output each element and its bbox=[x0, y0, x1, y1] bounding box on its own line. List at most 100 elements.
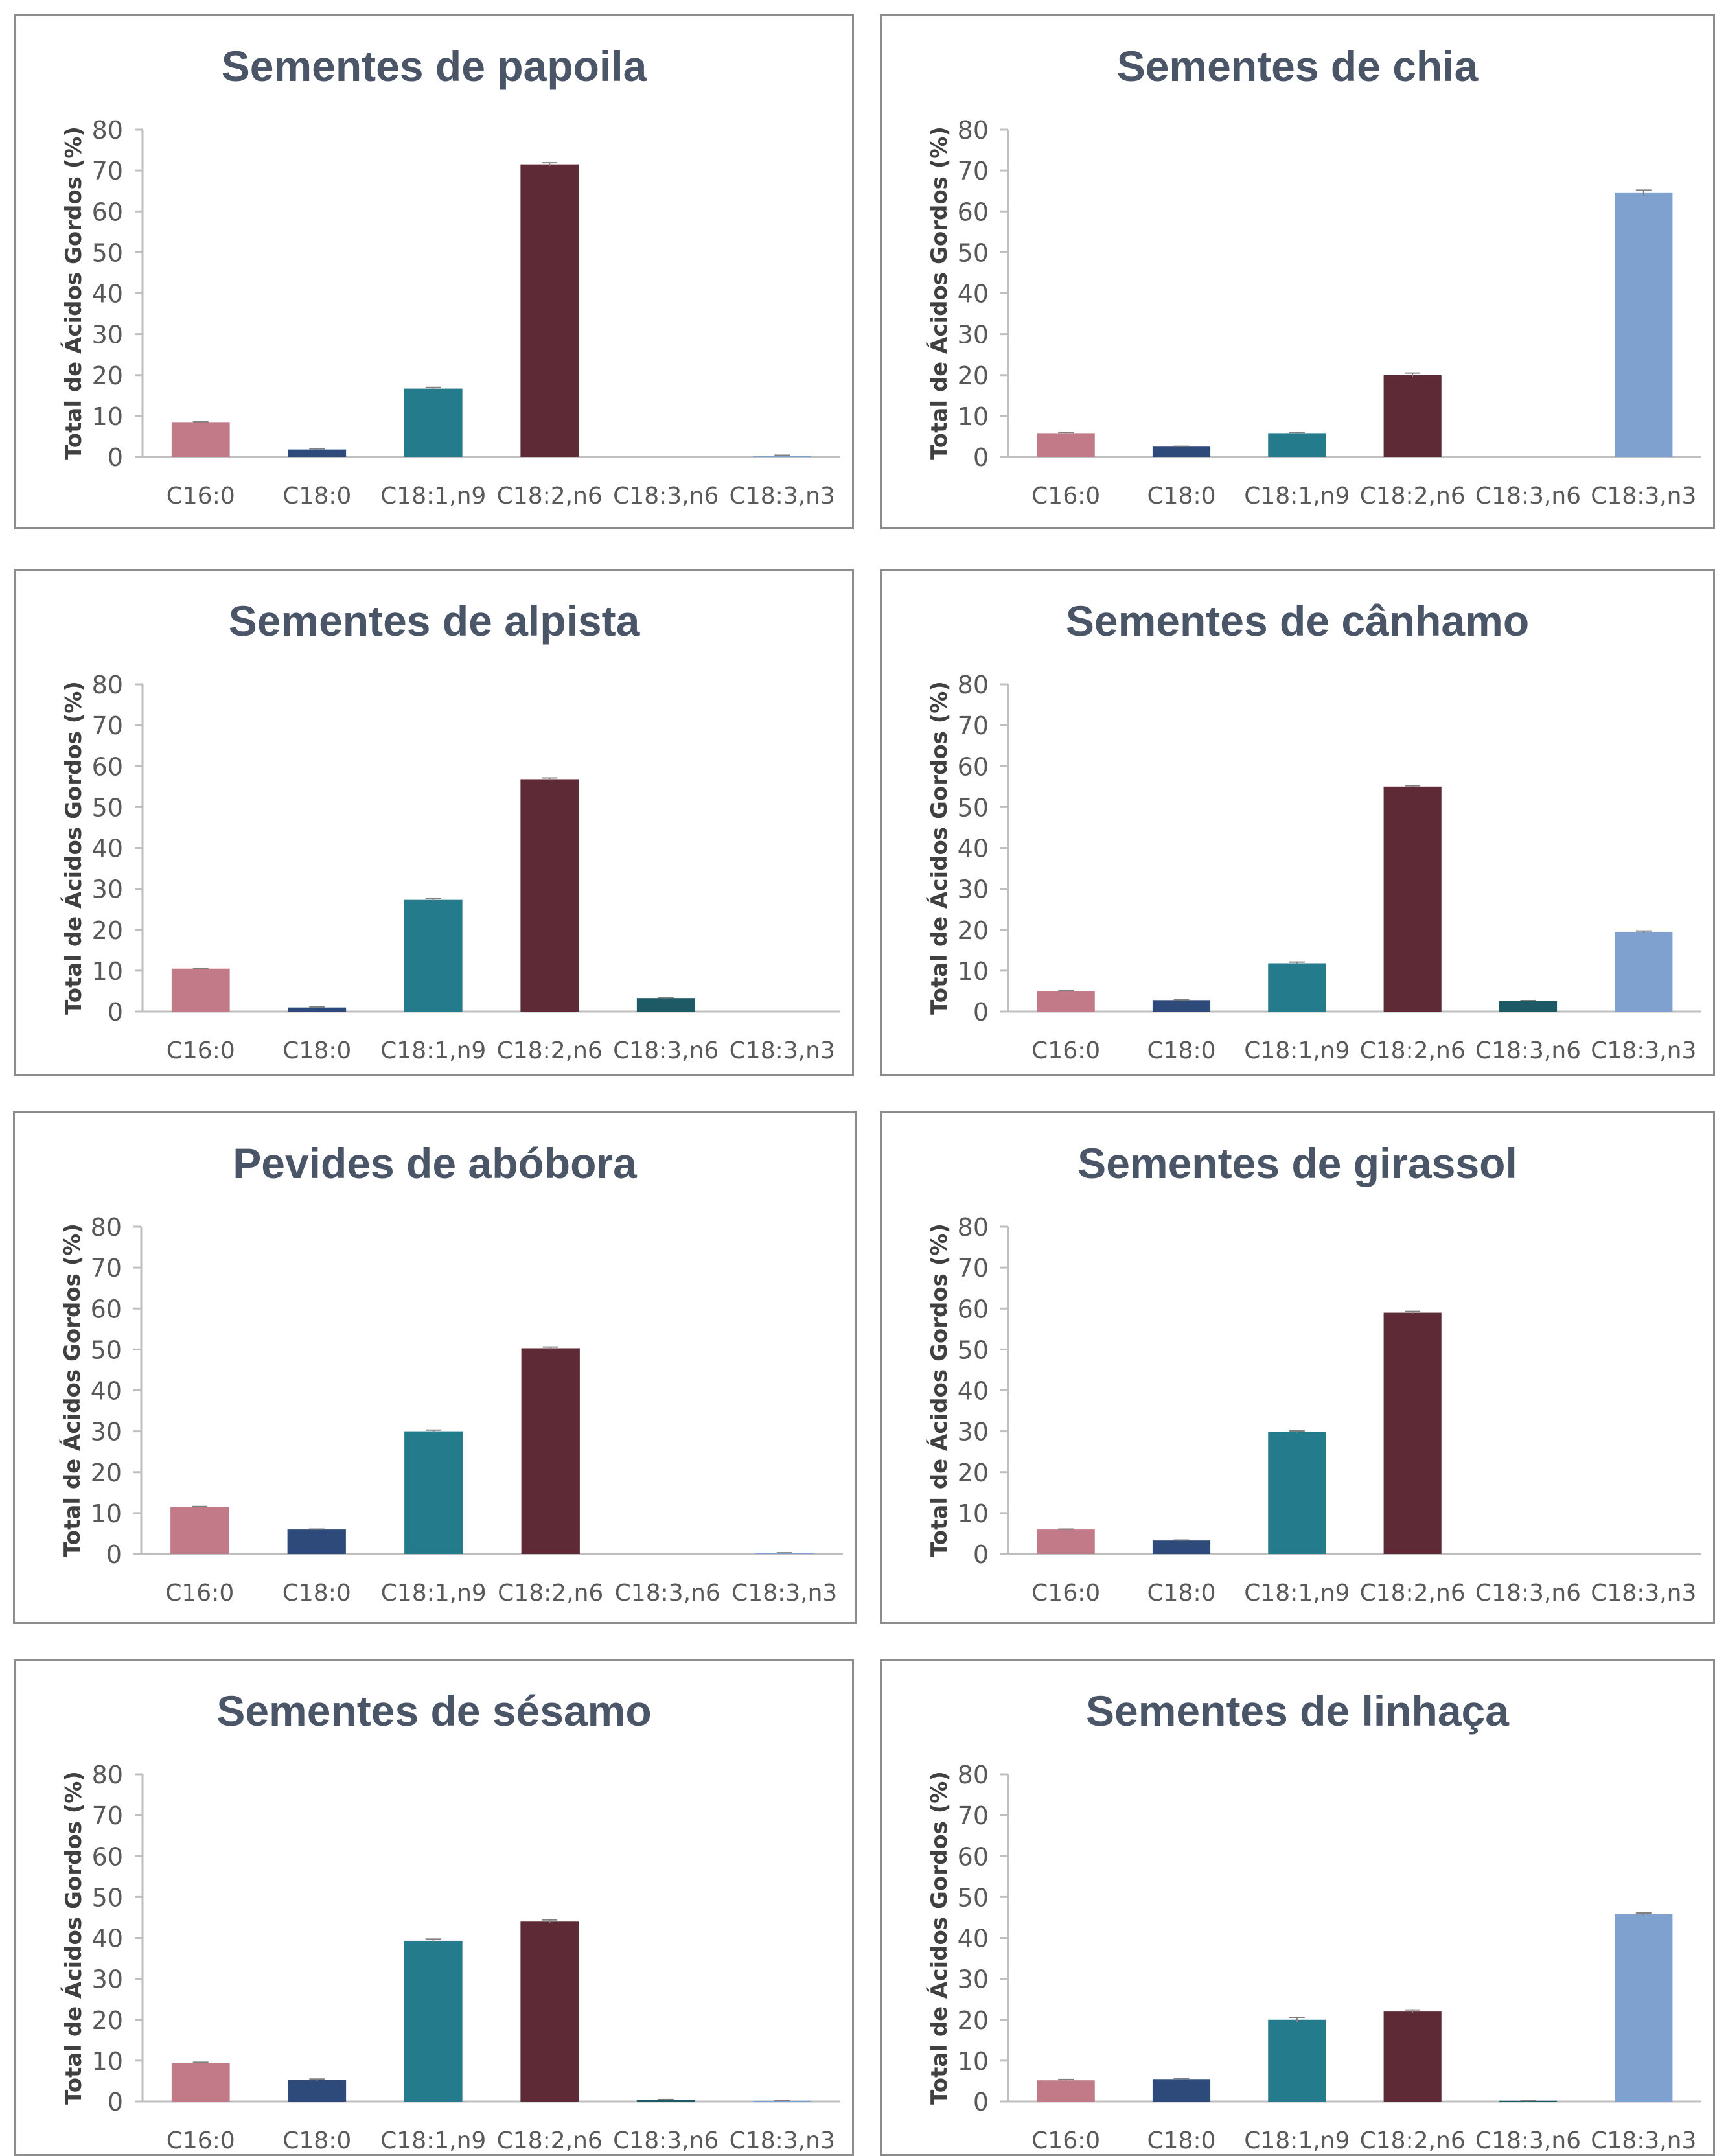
bar-c18-0 bbox=[1152, 446, 1211, 457]
bar-c18-1-n9 bbox=[1268, 1432, 1326, 1554]
y-tick-label: 40 bbox=[958, 1377, 989, 1406]
bar-c18-1-n9 bbox=[404, 1940, 463, 2102]
y-tick-label: 60 bbox=[91, 1295, 122, 1323]
bar-chart: Sementes de sésamo 0 10 20 30 40 50 60 70 80Total… bbox=[60, 1687, 840, 2154]
bar-c18-0 bbox=[1152, 1000, 1211, 1012]
x-tick-label: C18:2,n6 bbox=[497, 1037, 603, 1064]
y-tick-label: 70 bbox=[958, 1802, 989, 1830]
bar-c18-0 bbox=[1152, 2079, 1211, 2102]
y-tick-label: 80 bbox=[92, 671, 123, 699]
y-tick-label: 40 bbox=[92, 280, 123, 308]
x-tick-label: C18:3,n3 bbox=[730, 483, 835, 509]
y-tick-label: 30 bbox=[958, 1418, 989, 1446]
bar-c18-1-n9 bbox=[1268, 433, 1326, 457]
bar-c18-1-n9 bbox=[404, 899, 463, 1012]
y-tick-label: 20 bbox=[958, 2006, 989, 2035]
chart-panel: Sementes de girassol 0 10 20 30 40 50 60 70 80 Tot… bbox=[880, 1111, 1715, 1624]
x-tick-label: C18:2,n6 bbox=[497, 2127, 603, 2154]
y-tick-label: 80 bbox=[91, 1213, 122, 1242]
bar-c18-0 bbox=[1152, 1540, 1211, 1554]
y-tick-label: 0 bbox=[108, 443, 123, 472]
x-tick-label: C18:2,n6 bbox=[498, 1580, 603, 1606]
y-axis-label: Total de Ácidos Gordos (%) bbox=[60, 126, 87, 460]
bar-c18-2-n6 bbox=[1383, 2011, 1442, 2102]
y-tick-label: 20 bbox=[92, 2006, 123, 2035]
bar-c18-2-n6 bbox=[520, 164, 579, 457]
x-tick-label: C18:2,n6 bbox=[497, 483, 603, 509]
bar-c18-3-n3 bbox=[1615, 192, 1673, 457]
x-tick-label: C18:3,n6 bbox=[1475, 2127, 1581, 2154]
y-tick-label: 30 bbox=[958, 321, 989, 349]
bar-c18-2-n6 bbox=[521, 1348, 580, 1554]
bar-c18-0 bbox=[288, 2080, 347, 2102]
y-tick-label: 20 bbox=[958, 362, 989, 390]
chart-panel: Sementes de chia 0 10 20 30 40 50 60 70 80 Total d… bbox=[880, 14, 1715, 529]
y-tick-label: 80 bbox=[958, 116, 989, 145]
x-tick-label: C18:2,n6 bbox=[1360, 483, 1466, 509]
bar-c16-0 bbox=[1037, 991, 1095, 1012]
bar-c18-3-n3 bbox=[1615, 931, 1673, 1012]
chart-title: Pevides de abóbora bbox=[233, 1139, 638, 1187]
x-tick-label: C18:3,n3 bbox=[1591, 2127, 1696, 2154]
y-tick-label: 80 bbox=[92, 116, 123, 145]
x-tick-label: C18:3,n6 bbox=[615, 1580, 720, 1606]
x-tick-label: C18:3,n6 bbox=[613, 2127, 719, 2154]
y-tick-label: 40 bbox=[92, 835, 123, 863]
y-tick-label: 50 bbox=[92, 238, 123, 267]
x-tick-label: C18:1,n9 bbox=[1244, 2127, 1350, 2154]
bar-chart: Sementes de cânhamo 0 10 20 30 40 50 60 70 80Tota… bbox=[926, 597, 1701, 1064]
x-tick-label: C18:0 bbox=[1147, 483, 1216, 509]
bar-c18-3-n3 bbox=[1615, 1914, 1673, 2102]
bar-chart: Sementes de linhaça 0 10 20 30 40 50 60 70 80Tota… bbox=[926, 1687, 1701, 2154]
chart-title: Sementes de papoila bbox=[222, 42, 648, 90]
y-tick-label: 10 bbox=[92, 2047, 123, 2076]
bar-c18-2-n6 bbox=[520, 779, 579, 1012]
bar-c18-1-n9 bbox=[404, 1431, 463, 1554]
bar-c18-3-n6 bbox=[1499, 1001, 1558, 1012]
chart-title: Sementes de alpista bbox=[229, 597, 641, 645]
y-axis-label: Total de Ácidos Gordos (%) bbox=[926, 1771, 952, 2105]
bar-c18-2-n6 bbox=[520, 1921, 579, 2102]
y-tick-label: 40 bbox=[958, 835, 989, 863]
x-tick-label: C16:0 bbox=[165, 1580, 234, 1606]
y-axis-label: Total de Ácidos Gordos (%) bbox=[59, 1223, 86, 1557]
y-tick-label: 0 bbox=[973, 998, 989, 1026]
bar-c16-0 bbox=[171, 422, 230, 457]
y-axis-label: Total de Ácidos Gordos (%) bbox=[60, 1771, 87, 2105]
y-tick-label: 10 bbox=[958, 1500, 989, 1528]
y-axis-label: Total de Ácidos Gordos (%) bbox=[60, 681, 87, 1015]
x-tick-label: C18:1,n9 bbox=[1244, 483, 1350, 509]
y-tick-label: 80 bbox=[958, 1213, 989, 1242]
bar-chart: Sementes de girassol 0 10 20 30 40 50 60 70 80Tot… bbox=[926, 1139, 1701, 1606]
bar-c18-1-n9 bbox=[404, 388, 463, 457]
chart-panel: Sementes de papoila 0 10 20 30 40 50 60 70 80 Tota… bbox=[14, 14, 854, 529]
y-tick-label: 80 bbox=[92, 1761, 123, 1789]
bar-chart: Sementes de papoila 0 10 20 30 40 50 60 70 80Tota… bbox=[60, 42, 840, 509]
x-tick-label: C16:0 bbox=[1031, 1580, 1100, 1606]
bar-c18-0 bbox=[287, 1529, 346, 1554]
y-tick-label: 70 bbox=[91, 1254, 122, 1282]
bar-c18-3-n6 bbox=[636, 2100, 695, 2102]
chart-title: Sementes de linhaça bbox=[1086, 1687, 1510, 1735]
y-tick-label: 20 bbox=[958, 916, 989, 945]
chart-panel: Pevides de abóbora 0 10 20 30 40 50 60 70 80 Total… bbox=[13, 1111, 857, 1624]
chart-title: Sementes de cânhamo bbox=[1066, 597, 1529, 645]
y-tick-label: 30 bbox=[958, 875, 989, 904]
chart-title: Sementes de sésamo bbox=[216, 1687, 651, 1735]
x-tick-label: C18:0 bbox=[1147, 1037, 1216, 1064]
y-tick-label: 10 bbox=[92, 402, 123, 431]
y-tick-label: 10 bbox=[958, 957, 989, 986]
y-tick-label: 30 bbox=[92, 1965, 123, 1994]
x-tick-label: C18:3,n6 bbox=[1475, 1580, 1581, 1606]
x-tick-label: C18:2,n6 bbox=[1360, 2127, 1466, 2154]
y-tick-label: 60 bbox=[92, 752, 123, 781]
y-tick-label: 60 bbox=[92, 1842, 123, 1871]
x-tick-label: C18:3,n6 bbox=[613, 483, 719, 509]
bar-c18-0 bbox=[288, 1007, 347, 1012]
bar-c18-2-n6 bbox=[1383, 375, 1442, 457]
x-tick-label: C18:0 bbox=[282, 2127, 351, 2154]
x-tick-label: C18:3,n6 bbox=[1475, 483, 1581, 509]
x-tick-label: C18:3,n6 bbox=[613, 1037, 719, 1064]
bar-chart: Pevides de abóbora 0 10 20 30 40 50 60 70 80Total… bbox=[59, 1139, 843, 1606]
